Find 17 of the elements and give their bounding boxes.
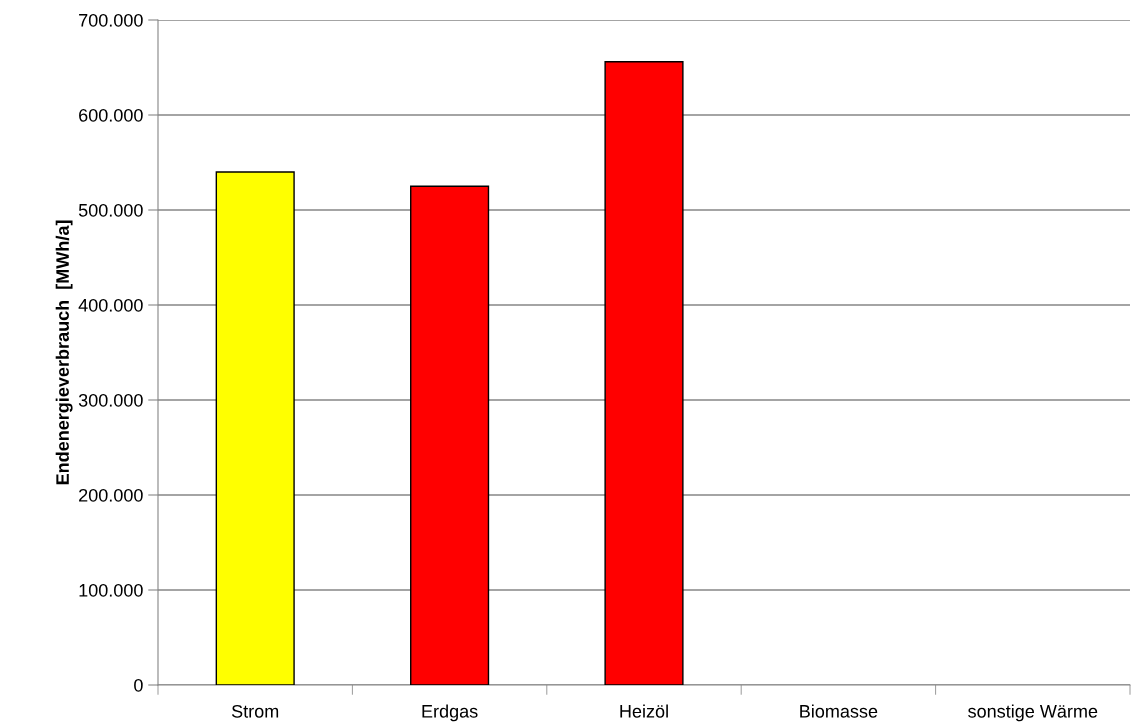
y-tick-label: 700.000 (79, 13, 143, 27)
x-tick-label: Erdgas (422, 704, 478, 722)
y-tick-label: 0 (134, 678, 143, 692)
bar (215, 171, 295, 685)
y-tick-label: 500.000 (78, 203, 143, 217)
x-tick-label: sonstige Wärme (968, 704, 1098, 722)
x-tick-label: Heizöl (620, 704, 668, 718)
y-tick-label: 100.000 (79, 583, 143, 597)
y-tick-label: 200.000 (79, 488, 143, 502)
x-tick-label: Strom (231, 704, 279, 718)
y-tick-label: 600.000 (79, 108, 143, 122)
bar (410, 185, 490, 685)
y-tick-label: 400.000 (78, 298, 143, 312)
bar (604, 61, 684, 685)
y-tick-label: 300.000 (78, 393, 143, 407)
x-tick-label: Biomasse (800, 704, 878, 718)
y-axis-title: Endenergieverbrauch [MWh/a] (55, 220, 73, 485)
